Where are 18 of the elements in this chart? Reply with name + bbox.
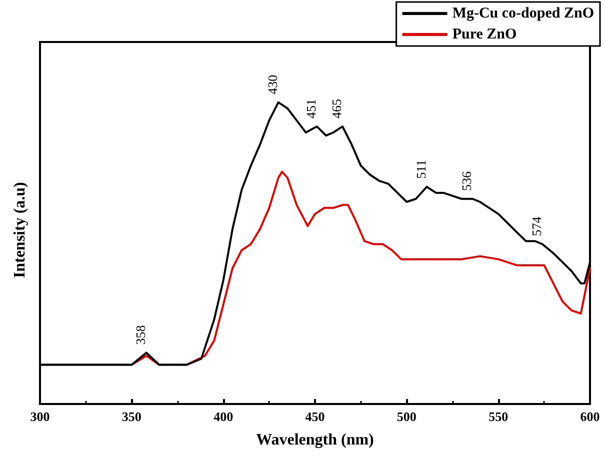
annotation: 536	[459, 170, 474, 191]
annotation: 451	[303, 98, 318, 118]
legend-label: Pure ZnO	[452, 26, 517, 42]
y-axis-title: Intensity (a.u)	[12, 182, 28, 278]
x-axis-title: Wavelength (nm)	[256, 432, 374, 448]
x-tick-label: 600	[580, 409, 600, 424]
annotation: 430	[264, 74, 280, 94]
annotation: 511	[413, 160, 428, 179]
annotation: 465	[329, 98, 344, 118]
x-tick-label: 550	[488, 409, 508, 424]
x-tick-label: 450	[305, 409, 325, 424]
x-tick-label: 300	[30, 409, 50, 424]
x-tick-label: 500	[396, 409, 416, 424]
x-tick-label: 350	[122, 409, 142, 424]
annotation: 574	[528, 216, 544, 236]
x-tick-label: 400	[214, 409, 234, 424]
annotation: 358	[132, 325, 148, 345]
legend-label: Mg-Cu co-doped ZnO	[452, 6, 594, 22]
